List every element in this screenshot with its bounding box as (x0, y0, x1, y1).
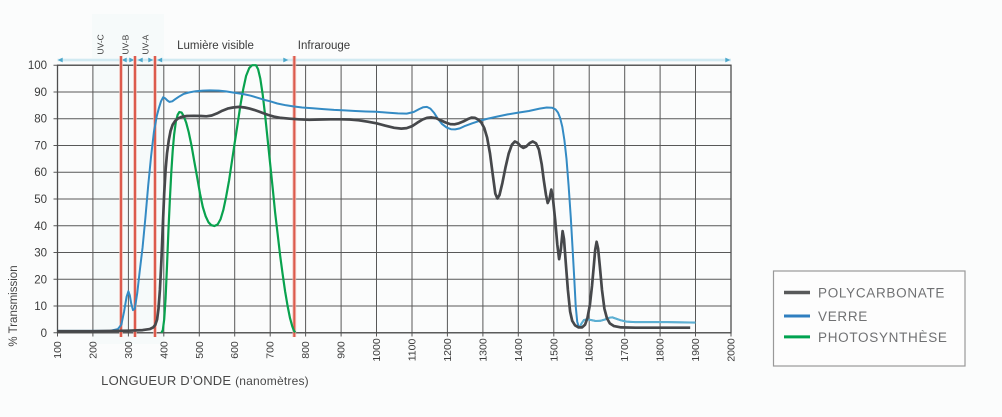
svg-text:VERRE: VERRE (818, 309, 868, 324)
svg-text:60: 60 (34, 167, 47, 179)
svg-text:200: 200 (87, 341, 99, 359)
svg-text:300: 300 (123, 341, 135, 359)
svg-text:1300: 1300 (477, 338, 489, 362)
svg-text:UV-B: UV-B (121, 34, 131, 54)
svg-text:400: 400 (158, 341, 170, 359)
svg-text:0: 0 (41, 328, 47, 340)
svg-text:700: 700 (265, 341, 277, 359)
svg-text:1400: 1400 (513, 338, 525, 362)
svg-text:Infrarouge: Infrarouge (298, 40, 350, 52)
svg-text:PHOTOSYNTHÈSE: PHOTOSYNTHÈSE (818, 330, 948, 345)
svg-text:800: 800 (300, 341, 312, 359)
svg-text:90: 90 (34, 87, 47, 99)
svg-text:1700: 1700 (619, 338, 631, 362)
svg-text:1900: 1900 (690, 338, 702, 362)
svg-text:1100: 1100 (407, 339, 419, 362)
svg-text:Lumière visible: Lumière visible (177, 40, 254, 52)
svg-text:600: 600 (229, 341, 241, 359)
svg-text:40: 40 (34, 221, 47, 233)
svg-text:10: 10 (34, 301, 47, 313)
svg-text:80: 80 (34, 114, 47, 126)
svg-text:20: 20 (34, 274, 47, 286)
svg-text:UV-A: UV-A (141, 34, 151, 54)
svg-text:100: 100 (52, 341, 64, 359)
svg-text:30: 30 (34, 248, 47, 260)
svg-text:1000: 1000 (371, 338, 383, 362)
svg-text:50: 50 (34, 194, 47, 206)
svg-text:1800: 1800 (655, 338, 667, 362)
svg-text:100: 100 (28, 60, 47, 72)
svg-text:LONGUEUR D’ONDE (nanomètres): LONGUEUR D’ONDE (nanomètres) (101, 373, 309, 388)
svg-text:% Transmission: % Transmission (8, 265, 20, 346)
svg-text:1200: 1200 (442, 338, 454, 362)
svg-text:2000: 2000 (726, 338, 738, 362)
svg-text:1500: 1500 (548, 338, 560, 362)
svg-text:500: 500 (194, 341, 206, 359)
svg-text:UV-C: UV-C (96, 34, 106, 54)
svg-text:POLYCARBONATE: POLYCARBONATE (818, 285, 945, 300)
svg-text:70: 70 (34, 141, 47, 153)
svg-text:900: 900 (336, 341, 348, 359)
svg-text:1600: 1600 (584, 338, 596, 362)
